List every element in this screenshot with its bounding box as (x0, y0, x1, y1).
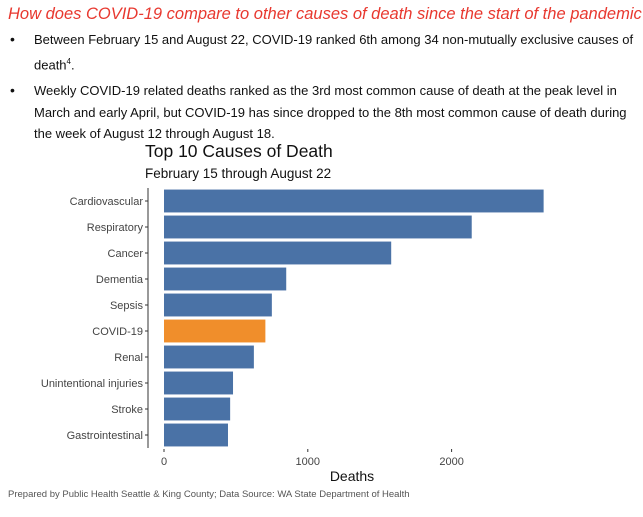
bars-group (147, 188, 544, 448)
y-axis-labels: Cardiovascular Respiratory Cancer Dementia S… (41, 196, 148, 442)
bar-cardiovascular (164, 189, 544, 213)
bar-dementia (164, 267, 287, 291)
x-tick-label-2000: 2000 (439, 456, 463, 468)
data-source-footer: Prepared by Public Health Seattle & King… (8, 489, 410, 500)
bar-renal (164, 345, 254, 369)
bullet-tail: . (71, 56, 75, 72)
y-tick-label-unintentional-injuries: Unintentional injuries (41, 378, 144, 390)
bar-respiratory (164, 215, 472, 239)
y-tick-label-stroke: Stroke (111, 404, 143, 416)
y-tick-label-cancer: Cancer (108, 248, 144, 260)
chart-question-heading: How does COVID-19 compare to other cause… (8, 5, 643, 23)
x-tick-label-0: 0 (161, 456, 167, 468)
y-tick-label-covid-19: COVID-19 (92, 326, 143, 338)
bar-unintentional-injuries (164, 371, 234, 395)
chart-subtitle: February 15 through August 22 (145, 166, 331, 181)
bullet-dot-icon: • (10, 82, 15, 99)
bar-cancer (164, 241, 392, 265)
x-axis-label: Deaths (330, 468, 374, 484)
bar-sepsis (164, 293, 272, 317)
footnote-ref: 4 (66, 56, 71, 66)
bar-stroke (164, 397, 231, 421)
y-tick-label-renal: Renal (114, 352, 143, 364)
y-tick-label-cardiovascular: Cardiovascular (70, 196, 144, 208)
bullet-text: Between February 15 and August 22, COVID… (34, 32, 634, 72)
y-tick-label-dementia: Dementia (96, 274, 144, 286)
bullet-item-weekly: • Weekly COVID-19 related deaths ranked a… (8, 80, 638, 145)
y-tick-label-respiratory: Respiratory (87, 222, 144, 234)
x-tick-label-1000: 1000 (296, 456, 320, 468)
y-tick-label-gastrointestinal: Gastrointestinal (67, 430, 143, 442)
x-axis: 0 1000 2000 (161, 449, 464, 468)
key-findings-list: • Between February 15 and August 22, COVI… (8, 29, 638, 150)
chart-title: Top 10 Causes of Death (145, 141, 333, 161)
bullet-dot-icon: • (10, 31, 15, 47)
bullet-text: Weekly COVID-19 related deaths ranked as… (34, 83, 627, 142)
bullet-item-ranking: • Between February 15 and August 22, COVI… (8, 29, 638, 75)
bar-covid-19 (164, 319, 266, 343)
y-tick-label-sepsis: Sepsis (110, 300, 144, 312)
bar-gastrointestinal (164, 423, 228, 447)
